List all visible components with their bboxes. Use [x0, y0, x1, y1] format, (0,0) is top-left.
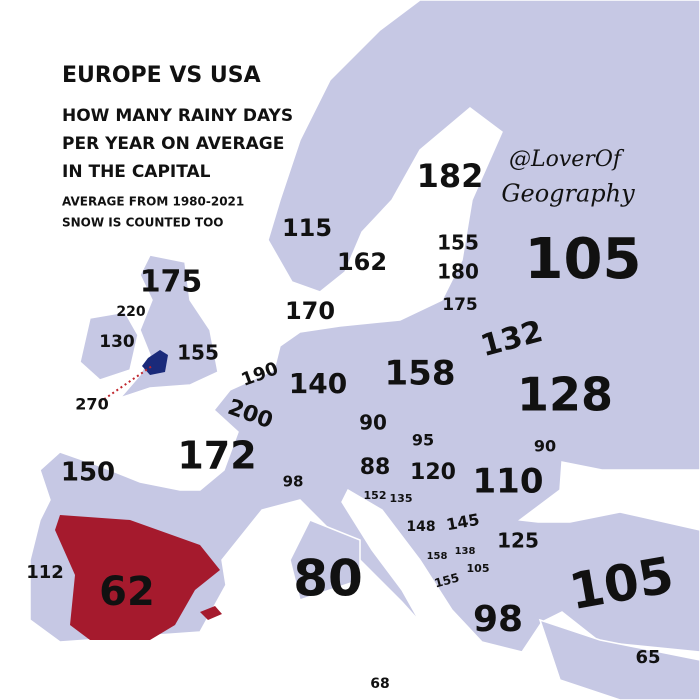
- rainy-days-label: 158: [385, 354, 456, 394]
- rainy-days-label: 115: [282, 214, 332, 242]
- rainy-days-label: 182: [417, 157, 484, 195]
- rainy-days-label: 180: [437, 260, 479, 284]
- rainy-days-label: 135: [390, 492, 413, 505]
- credit: @LoverOf: [509, 147, 625, 172]
- rainy-days-label: 105: [525, 227, 642, 292]
- rainy-days-label: 158: [427, 551, 448, 562]
- rainy-days-label: 90: [534, 437, 556, 456]
- rainy-days-label: 65: [635, 647, 660, 668]
- rainy-days-label: 138: [455, 546, 476, 557]
- rainy-days-label: 270: [75, 395, 108, 414]
- rainy-days-label: 62: [99, 569, 155, 615]
- credit: Geography: [501, 180, 635, 208]
- rainy-days-label: 155: [433, 571, 461, 591]
- wales: [142, 350, 168, 375]
- rainy-days-label: 110: [473, 462, 544, 502]
- rainy-days-label: 128: [517, 368, 613, 422]
- rainy-days-label: 170: [285, 297, 335, 325]
- rainy-days-label: 112: [26, 562, 64, 583]
- rainy-days-label: 95: [412, 431, 434, 450]
- rainy-days-label: 155: [437, 231, 479, 255]
- rainy-days-label: 120: [410, 460, 456, 485]
- rainy-days-label: 148: [406, 519, 435, 535]
- rainy-days-label: 130: [99, 332, 135, 352]
- rainy-days-label: 68: [370, 676, 389, 692]
- note: SNOW IS COUNTED TOO: [62, 216, 224, 230]
- spain: [55, 515, 220, 640]
- rainy-days-label: 152: [364, 489, 387, 502]
- rainy-days-label: 155: [177, 341, 219, 365]
- rainy-days-label: 162: [337, 248, 387, 276]
- rainy-days-label: 88: [360, 455, 391, 480]
- title: EUROPE VS USA: [62, 63, 261, 88]
- rainy-days-label: 175: [442, 295, 478, 315]
- rainy-days-label: 125: [497, 529, 539, 553]
- rainy-days-label: 172: [177, 434, 256, 478]
- note: AVERAGE FROM 1980-2021: [62, 195, 244, 209]
- rainy-days-label: 175: [140, 265, 203, 300]
- rainy-days-label: 220: [116, 304, 145, 320]
- land: [29, 0, 700, 700]
- subtitle: IN THE CAPITAL: [62, 162, 211, 182]
- rainy-days-label: 98: [283, 473, 304, 491]
- rainy-days-label: 150: [61, 458, 115, 488]
- subtitle: HOW MANY RAINY DAYS: [62, 106, 293, 126]
- subtitle: PER YEAR ON AVERAGE: [62, 134, 284, 154]
- pointer: [99, 365, 153, 403]
- rainy-days-label: 98: [473, 599, 523, 640]
- rainy-days-label: 140: [289, 367, 347, 400]
- balearic: [200, 606, 222, 620]
- rainy-days-label: 105: [467, 562, 490, 575]
- rainy-days-label: 90: [359, 411, 387, 435]
- rainy-days-label: 80: [293, 550, 363, 608]
